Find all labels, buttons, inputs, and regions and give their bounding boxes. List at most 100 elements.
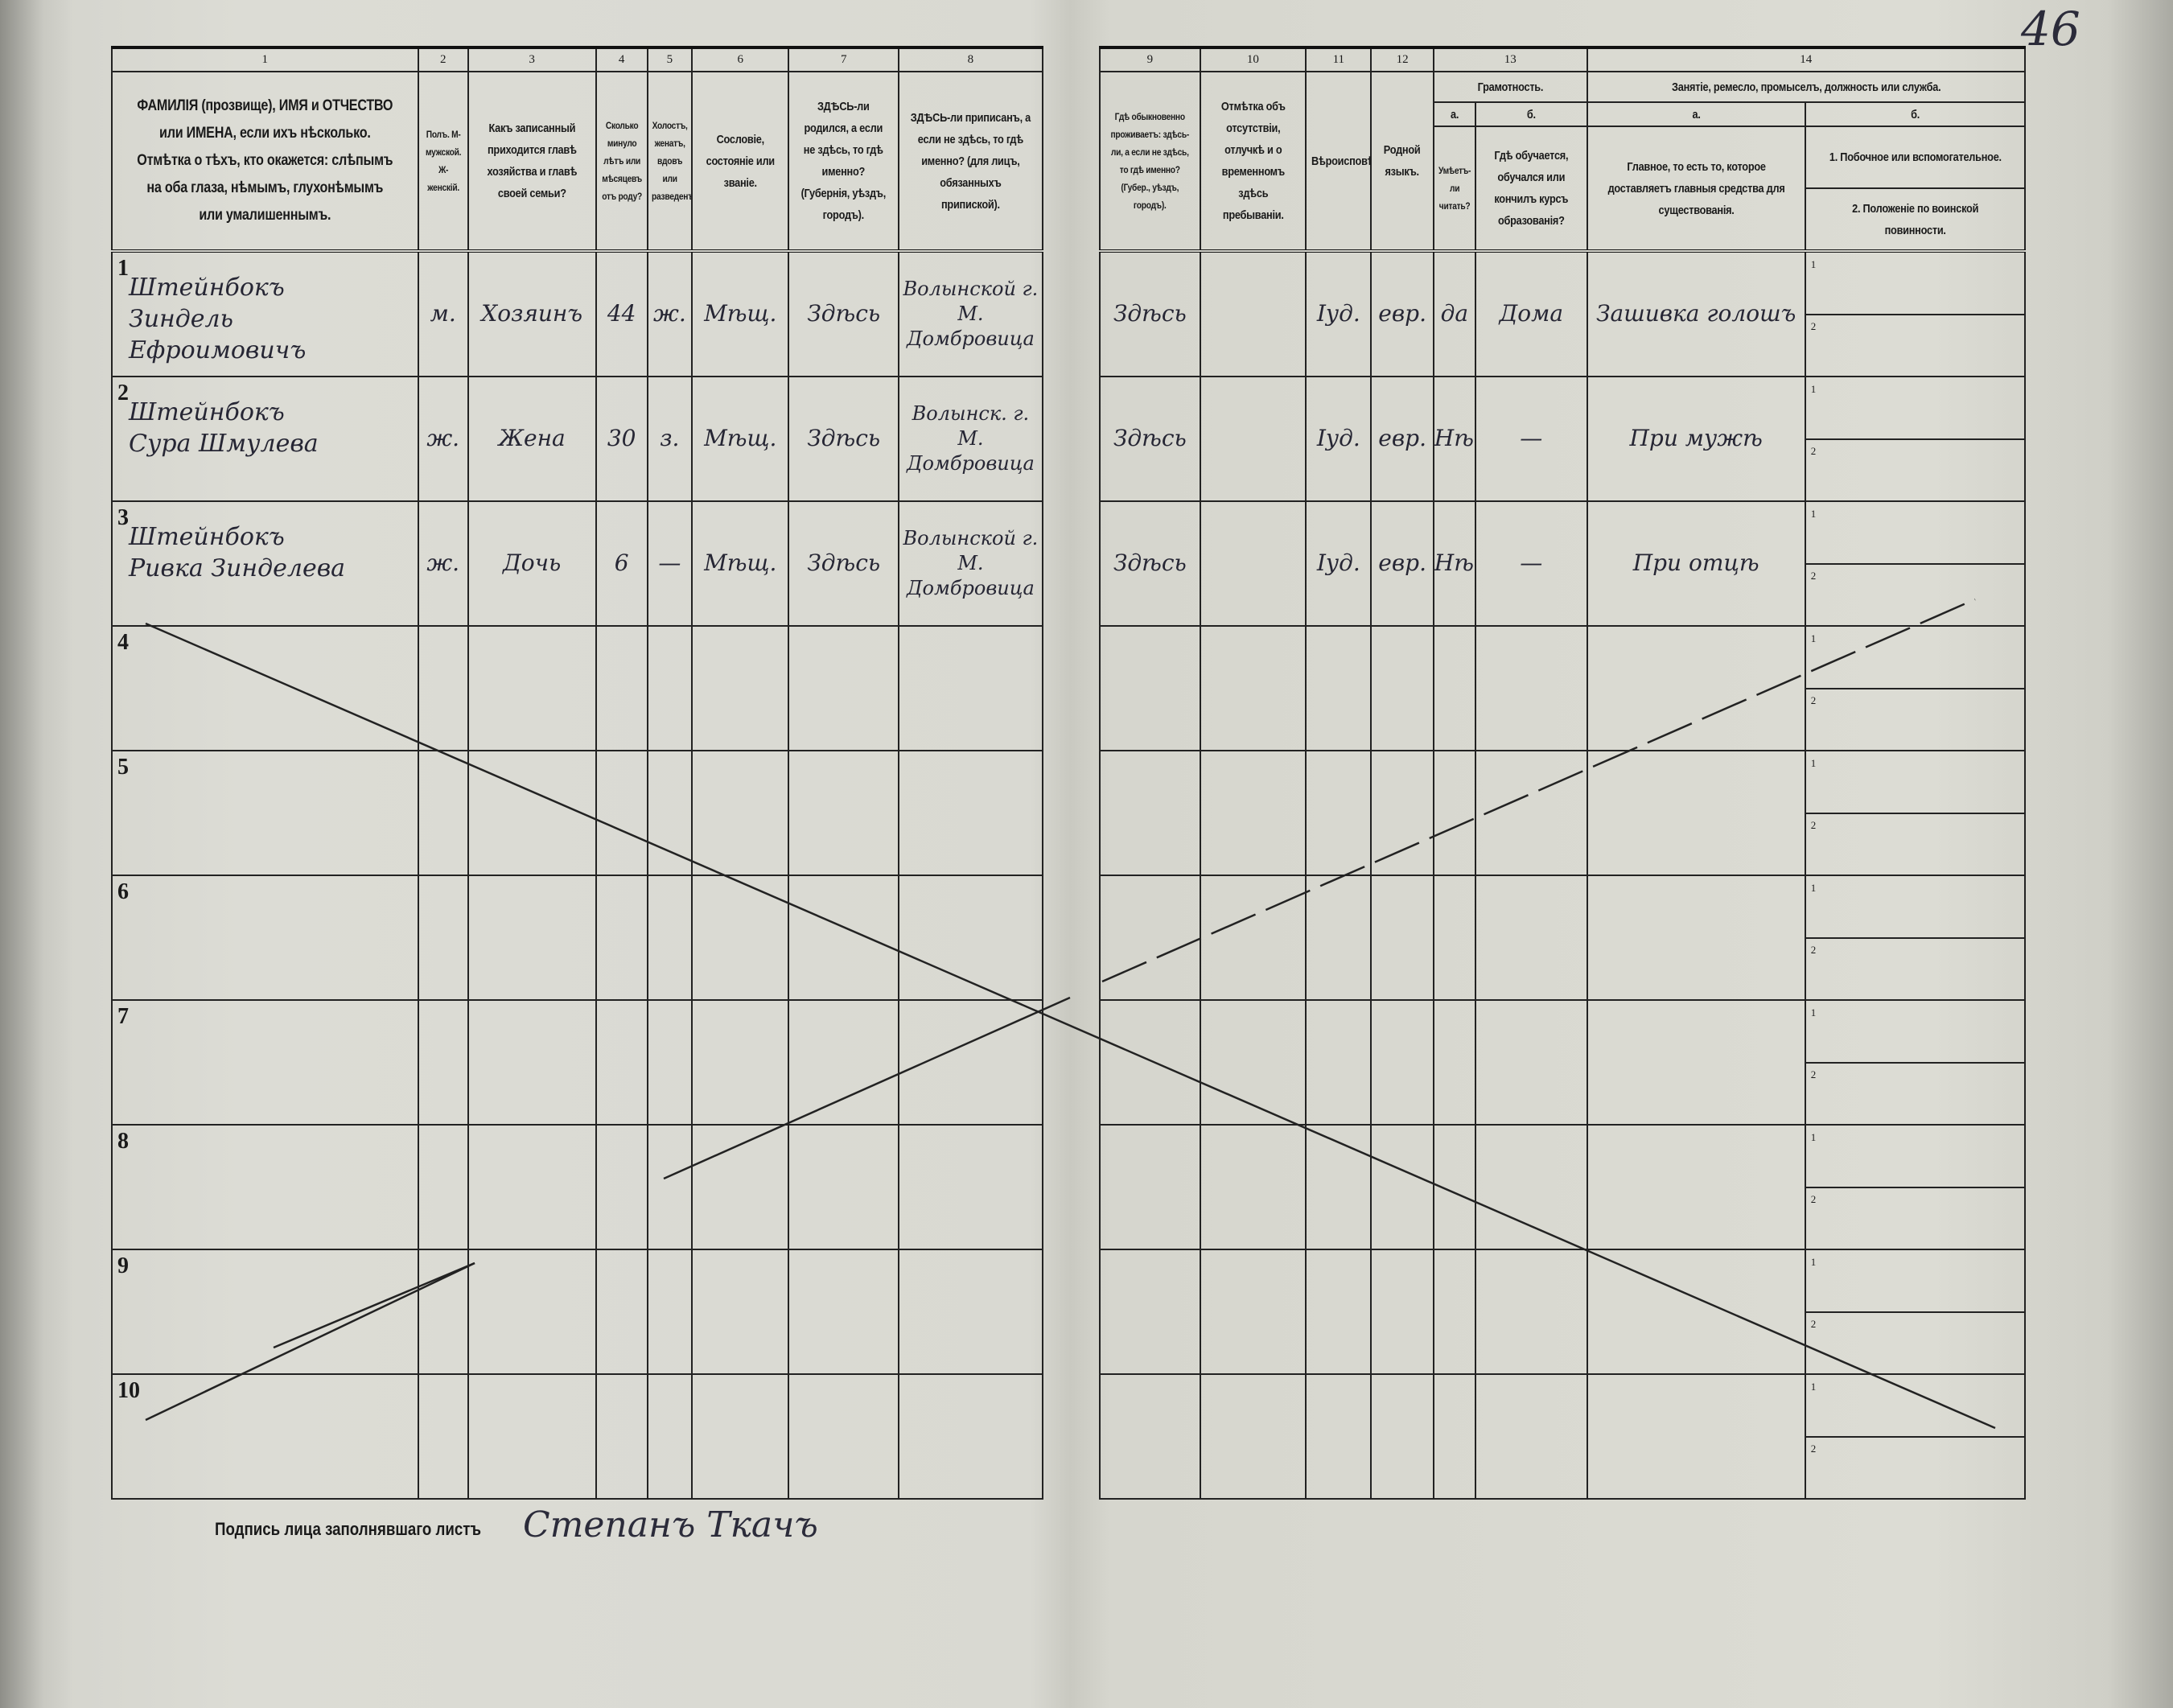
- page-gutter: [1041, 72, 1101, 251]
- cell-birthplace: [788, 750, 900, 876]
- cell-age: [595, 750, 648, 876]
- cell-absence: [1199, 875, 1307, 1001]
- cell-age: 30: [595, 376, 648, 502]
- cell-estate: [690, 1124, 790, 1250]
- cell-age: 44: [595, 250, 648, 377]
- literate-value: Нѣтъ: [1434, 425, 1474, 452]
- surname: Штейнбокъ: [129, 523, 285, 551]
- page-gutter: [1041, 1000, 1101, 1125]
- cell-occupation: При отцѣ: [1586, 500, 1806, 627]
- cell-language: [1370, 1373, 1434, 1500]
- cell-estate: Мѣщ.: [690, 250, 790, 377]
- cell-literate: да: [1432, 250, 1477, 377]
- sub-number: 2: [1810, 1317, 1817, 1330]
- residence-value: Здѣсь: [1113, 549, 1187, 577]
- cell-education: [1475, 1373, 1588, 1500]
- sub-number: 1: [1810, 756, 1817, 769]
- cell-religion: [1305, 1124, 1373, 1250]
- cell-language: евр.: [1370, 250, 1434, 377]
- cell-estate: [690, 999, 790, 1126]
- col-number: 13: [1432, 46, 1588, 72]
- cell-occupation: Зашивка голошъ: [1586, 250, 1806, 377]
- sex-value: ж.: [426, 425, 460, 452]
- table-row: 10 1 2: [111, 1373, 2027, 1500]
- cell-name: 3 Штейнбокъ Ривка Зинделева: [111, 500, 419, 627]
- sub-number: 1: [1810, 1006, 1817, 1019]
- cell-sex: [417, 875, 469, 1001]
- cell-age: [595, 1249, 648, 1375]
- cell-relation: [467, 999, 597, 1126]
- given-name: Ривка Зинделева: [129, 554, 346, 582]
- cell-relation: [467, 875, 597, 1001]
- sub-number: 2: [1810, 1442, 1817, 1455]
- cell-residence: [1099, 750, 1201, 876]
- cell-name: 10: [111, 1373, 419, 1500]
- header-language: Родной языкъ.: [1384, 143, 1421, 179]
- cell-registered: Волынской г. М. Домбровица: [898, 250, 1043, 377]
- page-gutter: [1041, 626, 1101, 751]
- col-number: 12: [1370, 46, 1434, 72]
- cell-registered: [898, 875, 1043, 1001]
- cell-birthplace: [788, 1249, 900, 1375]
- cell-relation: Жена: [467, 376, 597, 502]
- row-number: 6: [117, 879, 129, 904]
- estate-value: Мѣщ.: [704, 300, 777, 327]
- header-registered: ЗДѢСЬ-ли приписанъ, а если не здѣсь, то …: [910, 110, 1031, 212]
- col-number: 5: [646, 46, 693, 72]
- header-13a-letter: а.: [1450, 107, 1459, 121]
- sub-number: 1: [1810, 632, 1817, 644]
- marital-value: —: [658, 549, 681, 577]
- header-religion: Вѣроисповѣданіе.: [1311, 154, 1369, 168]
- cell-religion: Іуд.: [1305, 250, 1373, 377]
- cell-education: Дома: [1475, 250, 1588, 377]
- age-value: 6: [614, 549, 629, 577]
- cell-literate: Нѣтъ: [1432, 500, 1477, 627]
- occupation-value: При мужѣ: [1629, 425, 1763, 452]
- cell-estate: Мѣщ.: [690, 376, 790, 502]
- cell-residence: Здѣсь: [1099, 376, 1201, 502]
- cell-relation: [467, 1124, 597, 1250]
- cell-literate: [1432, 1124, 1477, 1250]
- sub-number: 2: [1810, 1192, 1817, 1205]
- cell-absence: [1199, 250, 1307, 377]
- cell-relation: [467, 625, 597, 751]
- relation-value: Жена: [498, 425, 566, 452]
- cell-literate: [1432, 875, 1477, 1001]
- cell-name: 2 Штейнбокъ Сура Шмулева: [111, 376, 419, 502]
- relation-value: Дочь: [503, 549, 562, 577]
- literate-value: Нѣтъ: [1434, 549, 1474, 577]
- age-value: 30: [607, 425, 636, 452]
- page-edge: [0, 0, 72, 1708]
- cell-occupation: [1586, 999, 1806, 1126]
- cell-estate: [690, 750, 790, 876]
- cell-absence: [1199, 750, 1307, 876]
- cell-birthplace: [788, 999, 900, 1126]
- cell-occupation: [1586, 1249, 1806, 1375]
- page-gutter: [1041, 251, 1101, 377]
- sub-number: 2: [1810, 569, 1817, 582]
- row-number: 2: [117, 381, 129, 405]
- sub-number: 2: [1810, 693, 1817, 706]
- cell-education: [1475, 999, 1588, 1126]
- row-number: 8: [117, 1129, 129, 1154]
- cell-religion: Іуд.: [1305, 500, 1373, 627]
- cell-residence: [1099, 1124, 1201, 1250]
- cell-birthplace: [788, 625, 900, 751]
- cell-religion: [1305, 999, 1373, 1126]
- cell-sex: [417, 999, 469, 1126]
- cell-estate: [690, 875, 790, 1001]
- cell-relation: [467, 1373, 597, 1500]
- cell-literate: [1432, 999, 1477, 1126]
- table-row: 1 Штейнбокъ Зиндель Ефроимовичъ м. Хозяинъ 44…: [111, 250, 2027, 377]
- page-gutter: [1041, 1125, 1101, 1249]
- cell-name: 8: [111, 1124, 419, 1250]
- cell-birthplace: [788, 875, 900, 1001]
- cell-birthplace: Здѣсь: [788, 376, 900, 502]
